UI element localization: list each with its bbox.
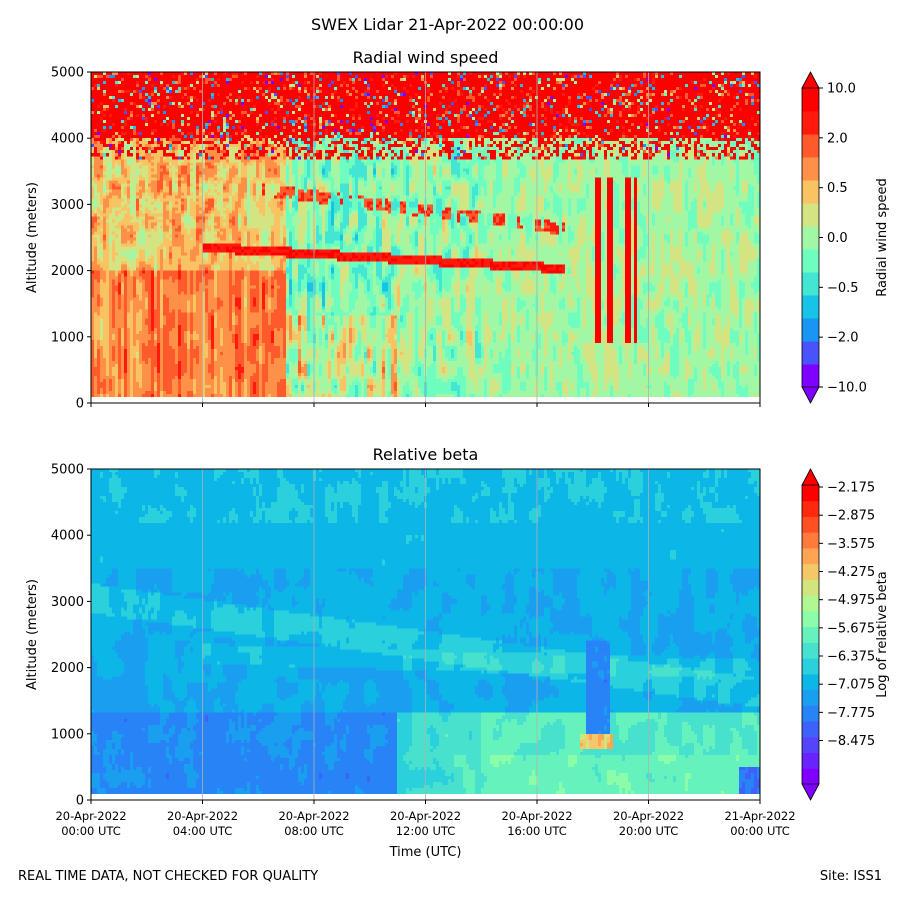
colorbar-tick-label: −10.0 bbox=[827, 381, 867, 396]
colorbar-segment bbox=[802, 721, 819, 738]
x-tick-label-date: 21-Apr-2022 bbox=[724, 809, 795, 823]
colorbar-segment bbox=[802, 705, 819, 722]
y-tick-label: 3000 bbox=[51, 595, 84, 610]
colorbar-segment bbox=[802, 626, 819, 643]
colorbar-segment bbox=[802, 658, 819, 675]
colorbar-tick-label: −5.675 bbox=[827, 621, 875, 636]
colorbar-tick-label: −8.475 bbox=[827, 734, 875, 749]
colorbar-extend-max bbox=[801, 468, 820, 486]
panel-radial-wind: Radial wind speed 0 1000 2000 3000 4000 5000 Al… bbox=[25, 48, 890, 412]
x-tick-label-time: 20:00 UTC bbox=[619, 824, 679, 838]
colorbar-segment bbox=[802, 203, 819, 227]
colorbar-tick-label: 2.0 bbox=[827, 131, 848, 146]
y-tick-label: 4000 bbox=[51, 132, 84, 147]
colorbar-segment bbox=[802, 736, 819, 754]
colorbar-tick-label: −7.075 bbox=[827, 678, 875, 693]
colorbar-tick-label: −0.5 bbox=[827, 281, 859, 296]
colorbar-tick-label: −4.975 bbox=[827, 593, 875, 608]
colorbar-segment bbox=[802, 610, 819, 628]
y-tick-label: 5000 bbox=[51, 66, 84, 81]
colorbar-segment bbox=[802, 134, 819, 158]
x-tick-label-date: 20-Apr-2022 bbox=[613, 809, 684, 823]
panel-title: Radial wind speed bbox=[353, 48, 499, 67]
colorbar-segment bbox=[802, 341, 819, 365]
y-tick-label: 0 bbox=[76, 397, 84, 412]
colorbar-segment bbox=[802, 516, 819, 533]
colorbar-segment bbox=[802, 249, 819, 273]
x-tick-label-date: 20-Apr-2022 bbox=[390, 809, 461, 823]
colorbar-tick-label: −4.275 bbox=[827, 565, 875, 580]
x-tick-label-date: 20-Apr-2022 bbox=[278, 809, 349, 823]
colorbar-segment bbox=[802, 88, 819, 112]
y-tick-label: 2000 bbox=[51, 661, 84, 676]
y-tick-label: 1000 bbox=[51, 727, 84, 742]
y-tick-label: 5000 bbox=[51, 463, 84, 478]
figure-suptitle: SWEX Lidar 21-Apr-2022 00:00:00 bbox=[311, 15, 584, 34]
y-axis-label: Altitude (meters) bbox=[25, 182, 40, 293]
colorbar-segment bbox=[802, 485, 819, 502]
colorbar: −2.175 −2.875 −3.575 −4.275 −4.975 −5.675 −6.3… bbox=[801, 468, 890, 801]
colorbar-tick-label: −2.0 bbox=[827, 331, 859, 346]
x-tick-label-date: 20-Apr-2022 bbox=[167, 809, 238, 823]
x-tick-label-time: 00:00 UTC bbox=[730, 824, 790, 838]
y-tick-label: 3000 bbox=[51, 198, 84, 213]
colorbar-segment bbox=[802, 272, 819, 296]
colorbar-tick-label: −2.175 bbox=[827, 481, 875, 496]
x-tick-label-time: 00:00 UTC bbox=[61, 824, 121, 838]
footer-site-label: Site: ISS1 bbox=[819, 869, 882, 884]
colorbar-tick-label: −6.375 bbox=[827, 650, 875, 665]
colorbar-extend-min bbox=[801, 386, 820, 404]
panel-relative-beta: Relative beta 0 1000 2000 3000 4000 5000 Altitu… bbox=[25, 445, 890, 860]
colorbar-segment bbox=[802, 673, 819, 691]
colorbar-tick-label: 0.5 bbox=[827, 181, 848, 196]
x-tick-label-date: 20-Apr-2022 bbox=[55, 809, 126, 823]
colorbar-segment bbox=[802, 768, 819, 785]
panel-title: Relative beta bbox=[373, 445, 479, 464]
colorbar-segment bbox=[802, 563, 819, 580]
colorbar-segment bbox=[802, 595, 819, 612]
colorbar-segment bbox=[802, 532, 819, 549]
colorbar-tick-label: −3.575 bbox=[827, 537, 875, 552]
x-tick-label-time: 08:00 UTC bbox=[284, 824, 344, 838]
colorbar-segment bbox=[802, 111, 819, 135]
colorbar-extend-min bbox=[801, 783, 820, 801]
colorbar-segment bbox=[802, 157, 819, 181]
y-axis-label: Altitude (meters) bbox=[25, 579, 40, 690]
colorbar-segment bbox=[802, 318, 819, 342]
colorbar-tick-label: −7.775 bbox=[827, 706, 875, 721]
colorbar-segment bbox=[802, 364, 819, 388]
colorbar-tick-label: −2.875 bbox=[827, 509, 875, 524]
colorbar-segment bbox=[802, 295, 819, 319]
colorbar-segment bbox=[802, 180, 819, 204]
colorbar-tick-label: 10.0 bbox=[827, 82, 856, 97]
colorbar: 10.0 2.0 0.5 0.0 −0.5 −2.0 −10.0 Radial wind sp… bbox=[801, 71, 890, 404]
y-tick-label: 4000 bbox=[51, 529, 84, 544]
y-tick-label: 0 bbox=[76, 794, 84, 809]
y-tick-label: 1000 bbox=[51, 330, 84, 345]
colorbar-segment bbox=[802, 579, 819, 596]
x-axis-label: Time (UTC) bbox=[389, 845, 462, 860]
x-tick-label-time: 04:00 UTC bbox=[173, 824, 233, 838]
colorbar-segment bbox=[802, 226, 819, 250]
colorbar-extend-max bbox=[801, 71, 820, 89]
colorbar-tick-label: 0.0 bbox=[827, 231, 848, 246]
colorbar-segment bbox=[802, 689, 819, 706]
colorbar-segment bbox=[802, 547, 819, 565]
y-tick-label: 2000 bbox=[51, 264, 84, 279]
colorbar-label: Log of relative beta bbox=[875, 571, 890, 698]
colorbar-segment bbox=[802, 642, 819, 659]
footer-quality-note: REAL TIME DATA, NOT CHECKED FOR QUALITY bbox=[18, 869, 319, 884]
x-tick-label-time: 16:00 UTC bbox=[507, 824, 567, 838]
x-tick-label-date: 20-Apr-2022 bbox=[501, 809, 572, 823]
colorbar-segment bbox=[802, 500, 819, 517]
colorbar-segment bbox=[802, 752, 819, 769]
colorbar-label: Radial wind speed bbox=[875, 178, 890, 296]
x-tick-label-time: 12:00 UTC bbox=[396, 824, 456, 838]
